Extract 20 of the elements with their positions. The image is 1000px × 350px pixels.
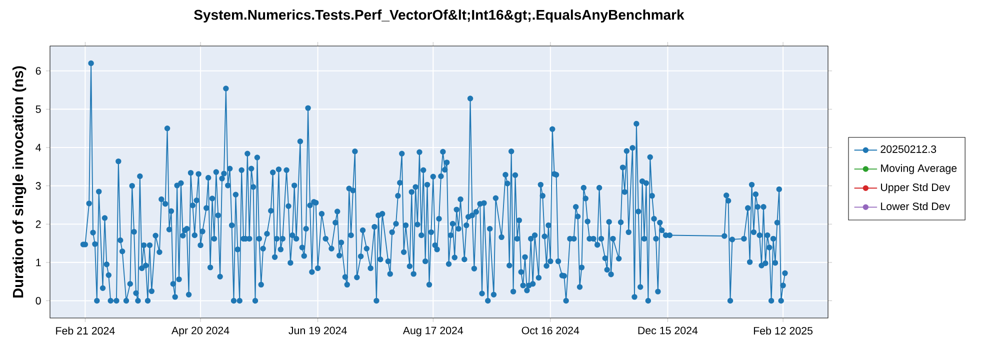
x-tick-label: Aug 17 2024 [402, 326, 464, 336]
legend-label: Upper Std Dev [881, 183, 950, 194]
legend-label: Moving Average [881, 164, 957, 174]
x-tick-label: Feb 21 2024 [56, 326, 115, 335]
x-tick-label: Oct 16 2024 [522, 326, 580, 334]
y-axis-title: Duration of single invocation (ns) [12, 66, 26, 298]
y-tick-label: 4 [36, 144, 41, 152]
x-tick-label: Dec 15 2024 [638, 326, 698, 334]
y-tick-label: 0 [36, 296, 41, 305]
y-tick-label: 5 [36, 105, 41, 113]
legend-label: Lower Std Dev [881, 202, 950, 210]
legend-label: 20250212.3 [880, 145, 936, 153]
x-tick-label: Feb 12 2025 [754, 326, 813, 335]
y-tick-label: 1 [36, 258, 41, 266]
y-tick-label: 2 [36, 220, 41, 228]
x-tick-label: Jun 19 2024 [288, 326, 347, 334]
y-tick-label: 3 [36, 182, 41, 190]
chart-title: System.Numerics.Tests.Perf_VectorOf&lt;Int16&gt;.EqualsAnyBenchmark [194, 10, 684, 23]
x-tick-label: Apr 20 2024 [171, 326, 230, 336]
y-tick-label: 6 [36, 67, 41, 75]
